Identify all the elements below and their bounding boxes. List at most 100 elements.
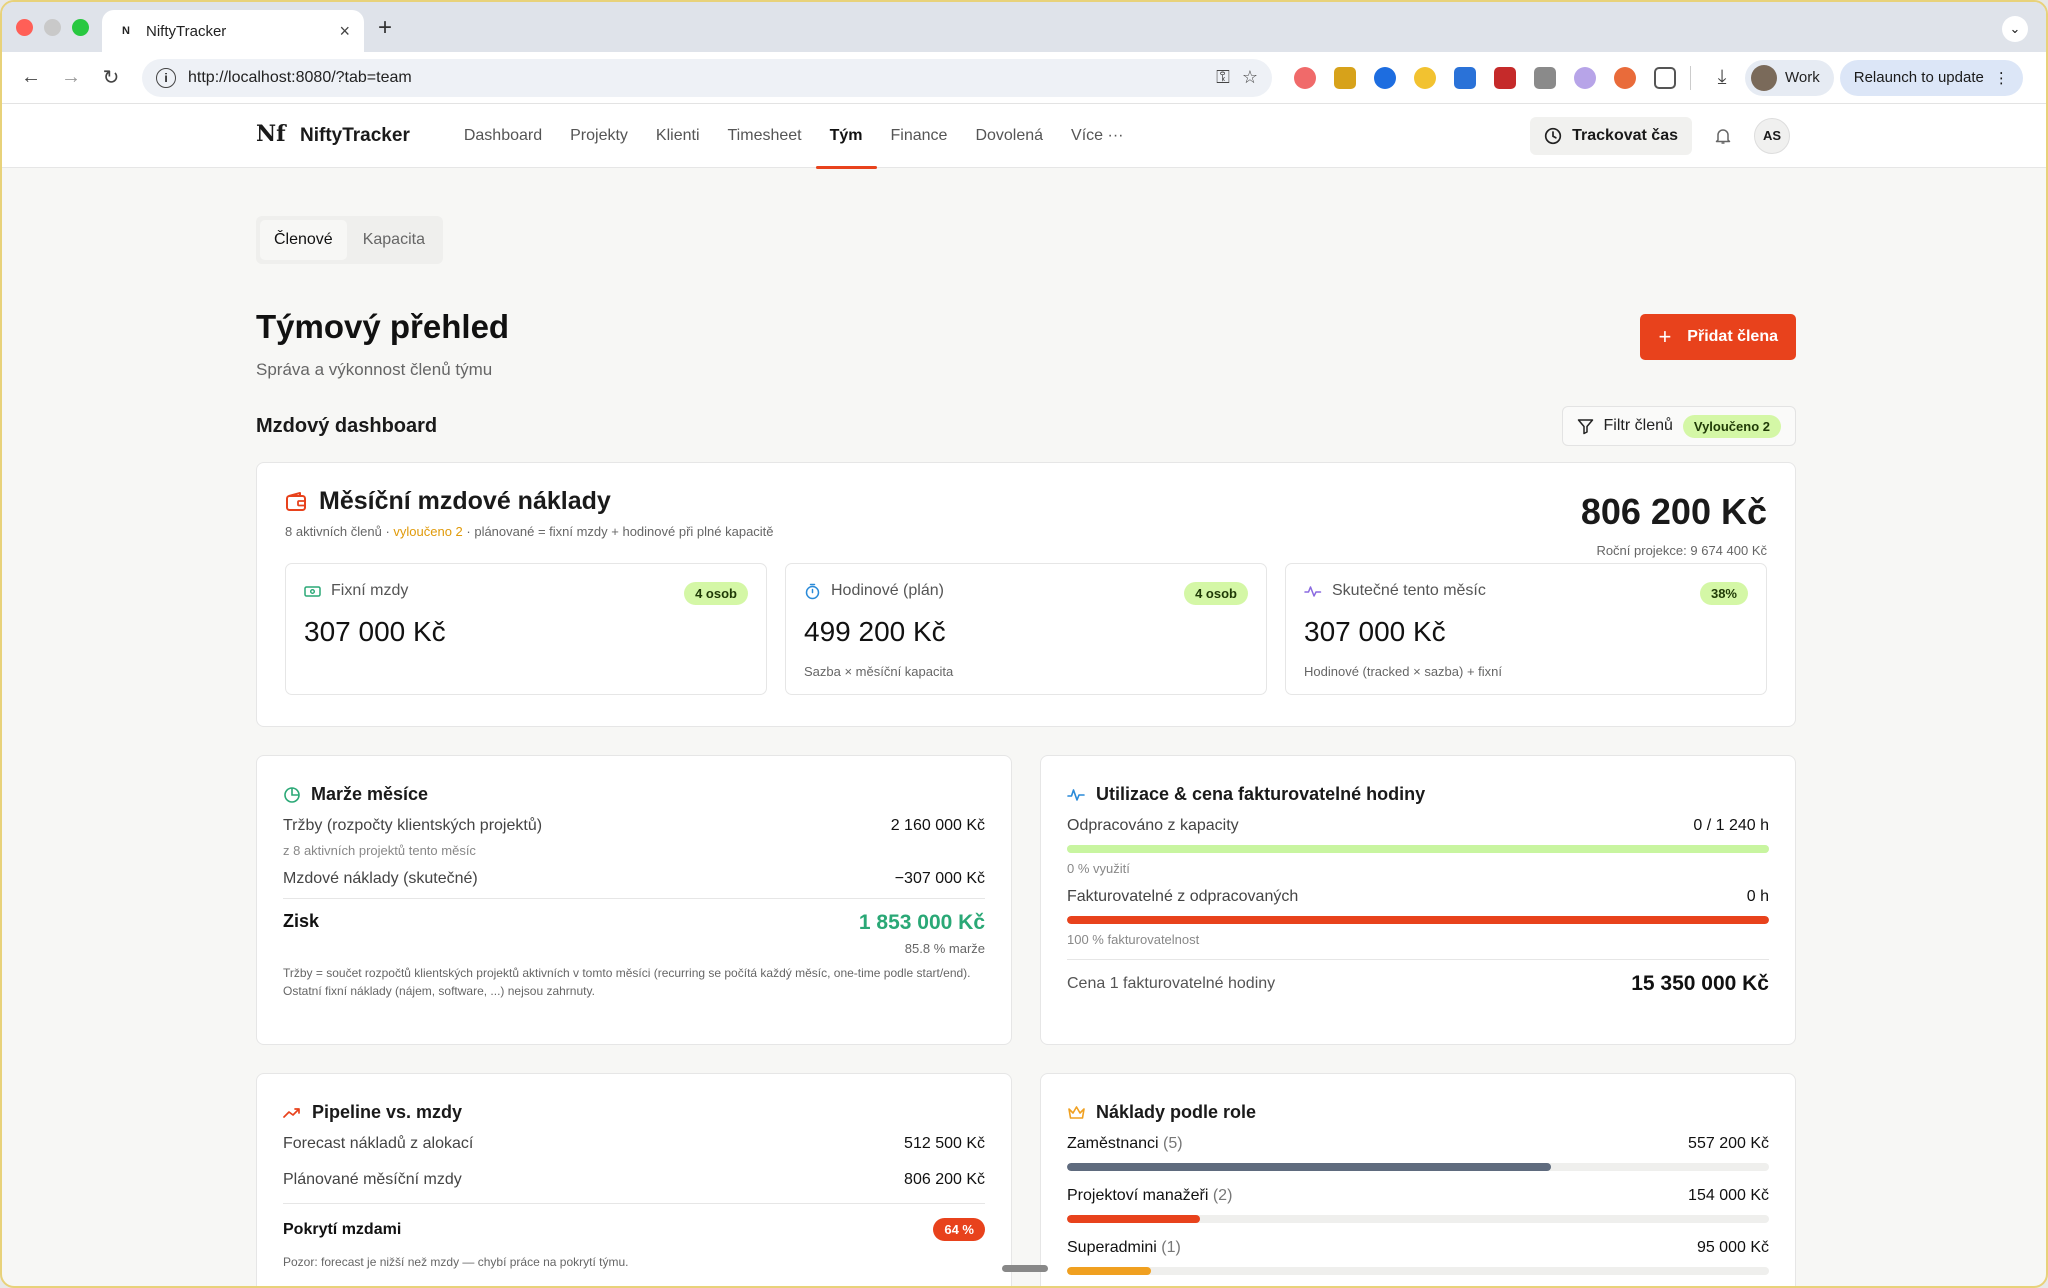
bell-icon[interactable] xyxy=(1714,127,1732,145)
tab-strip: N NiftyTracker × + ⌄ xyxy=(2,2,2046,52)
address-bar[interactable]: i http://localhost:8080/?tab=team ⚿ ☆ xyxy=(142,58,1272,97)
stat-note: Hodinové (tracked × sazba) + fixní xyxy=(1304,664,1502,679)
track-time-button[interactable]: Trackovat čas xyxy=(1530,116,1692,155)
nav-klienti[interactable]: Klienti xyxy=(655,126,700,144)
kebab-menu-icon[interactable]: ⋮ xyxy=(1993,69,2009,87)
stat-badge: 4 osob xyxy=(1184,582,1248,605)
excluded-badge: Vyloučeno 2 xyxy=(1682,414,1781,438)
url-text[interactable]: http://localhost:8080/?tab=team xyxy=(188,68,412,86)
utilization-panel: Utilizace & cena fakturovatelné hodiny O… xyxy=(1040,755,1796,1045)
dashboard-header: Mzdový dashboard Filtr členů Vyloučeno 2 xyxy=(256,406,1796,446)
app-logo[interactable]: Nf NiftyTracker xyxy=(256,121,410,151)
tab-clenove[interactable]: Členové xyxy=(260,220,347,260)
nav-dovolena[interactable]: Dovolená xyxy=(975,126,1044,144)
download-icon[interactable]: ⤓ xyxy=(1717,66,1727,88)
grey-extension-icon[interactable] xyxy=(1534,66,1556,89)
annual-projection: Roční projekce: 9 674 400 Kč xyxy=(1596,543,1767,558)
main-nav: Dashboard Projekty Klienti Timesheet Tým… xyxy=(450,104,1138,169)
close-window-button[interactable] xyxy=(16,19,33,36)
site-info-icon[interactable]: i xyxy=(156,67,176,88)
face-extension-icon[interactable] xyxy=(1414,66,1436,89)
back-arrow-icon[interactable]: ← xyxy=(21,66,41,88)
roles-list: Zaměstnanci (5) 557 200 Kč Projektoví ma… xyxy=(1067,1135,1769,1275)
forward-arrow-icon[interactable]: → xyxy=(61,66,81,88)
stat-value: 307 000 Kč xyxy=(1304,616,1446,647)
password-key-icon[interactable]: ⚿ xyxy=(1216,67,1230,87)
tab-search-chevron-icon[interactable]: ⌄ xyxy=(2002,16,2028,42)
clock-icon xyxy=(1544,127,1562,145)
app-name: NiftyTracker xyxy=(300,124,410,146)
track-time-label: Trackovat čas xyxy=(1572,126,1678,144)
asana-extension-icon[interactable] xyxy=(1294,66,1316,89)
excluded-link[interactable]: vyloučeno 2 xyxy=(393,524,463,539)
scroll-indicator[interactable] xyxy=(1002,1265,1048,1272)
reload-icon[interactable]: ↻ xyxy=(102,67,120,89)
coverage-label: Pokrytí mzdami xyxy=(283,1220,402,1238)
sparkle-extension-icon[interactable] xyxy=(1614,66,1636,89)
new-tab-icon[interactable]: + xyxy=(378,14,393,41)
panels-row-1: Marže měsíce Tržby (rozpočty klientských… xyxy=(256,755,1796,1045)
margin-heading: Marže měsíce xyxy=(283,784,985,805)
stopwatch-icon xyxy=(804,583,821,600)
profile-label: Work xyxy=(1785,69,1820,86)
member-filter-button[interactable]: Filtr členů Vyloučeno 2 xyxy=(1561,406,1796,446)
page-subtitle: Správa a výkonnost členů týmu xyxy=(256,360,493,379)
revenue-row: Tržby (rozpočty klientských projektů) 2 … xyxy=(283,817,985,835)
activity-pulse-icon xyxy=(1067,786,1086,804)
role-value: 154 000 Kč xyxy=(1688,1187,1769,1204)
role-bar-fill xyxy=(1067,1163,1552,1171)
dashboard-title: Mzdový dashboard xyxy=(256,414,438,437)
add-member-button[interactable]: + Přidat člena xyxy=(1640,314,1796,360)
worked-row: Odpracováno z kapacity 0 / 1 240 h xyxy=(1067,817,1769,835)
puzzle-extensions-icon[interactable] xyxy=(1654,66,1676,89)
profit-value: 1 853 000 Kč xyxy=(858,911,985,934)
red-extension-icon[interactable] xyxy=(1494,66,1516,89)
monthly-cost-title: Měsíční mzdové náklady xyxy=(319,487,611,515)
stat-hourly-plan: Hodinové (plán) 4 osob 499 200 Kč Sazba … xyxy=(785,563,1267,695)
stat-label: Fixní mzdy xyxy=(331,582,409,599)
yellow-extension-icon[interactable] xyxy=(1334,66,1356,89)
nifty-logo-icon: Nf xyxy=(256,120,286,147)
role-name: Zaměstnanci xyxy=(1067,1135,1159,1152)
plus-icon: + xyxy=(1658,324,1672,349)
main-content: Členové Kapacita Týmový přehled Správa a… xyxy=(256,216,1796,1286)
active-members-text: 8 aktivních členů · xyxy=(285,524,394,539)
nav-dashboard[interactable]: Dashboard xyxy=(463,126,543,144)
profile-button[interactable]: Work xyxy=(1745,59,1834,96)
minimize-window-button[interactable] xyxy=(44,19,61,36)
roles-title: Náklady podle role xyxy=(1096,1102,1257,1122)
forecast-value: 512 500 Kč xyxy=(904,1135,985,1152)
extensions-bar xyxy=(1294,66,1676,89)
relaunch-button[interactable]: Relaunch to update ⋮ xyxy=(1839,59,2023,96)
bookmark-star-icon[interactable]: ☆ xyxy=(1241,67,1258,87)
tab-title: NiftyTracker xyxy=(146,22,227,40)
browser-tab[interactable]: N NiftyTracker × xyxy=(102,10,364,52)
margin-footnote: Tržby = součet rozpočtů klientských proj… xyxy=(283,966,971,998)
profit-row: Zisk 1 853 000 Kč 85.8 % marže xyxy=(283,911,985,956)
billable-row: Fakturovatelné z odpracovaných 0 h xyxy=(1067,888,1769,906)
window-controls xyxy=(16,19,89,36)
billable-progress-bar xyxy=(1067,916,1769,924)
tag-extension-icon[interactable] xyxy=(1454,66,1476,89)
nav-vice[interactable]: Více ··· xyxy=(1071,126,1124,144)
billable-progress-fill xyxy=(1067,916,1769,924)
wallet-icon xyxy=(285,491,307,513)
close-tab-icon[interactable]: × xyxy=(339,20,350,41)
user-avatar[interactable]: AS xyxy=(1754,117,1790,154)
nav-timesheet[interactable]: Timesheet xyxy=(727,126,802,144)
sub-tabs: Členové Kapacita xyxy=(256,216,443,264)
maximize-window-button[interactable] xyxy=(72,19,89,36)
role-count: (2) xyxy=(1212,1187,1233,1204)
nav-tym[interactable]: Tým xyxy=(815,104,877,169)
pipeline-heading: Pipeline vs. mzdy xyxy=(283,1102,985,1123)
tab-kapacita[interactable]: Kapacita xyxy=(362,231,425,248)
nav-projekty[interactable]: Projekty xyxy=(570,126,628,144)
filter-funnel-icon xyxy=(1577,418,1594,435)
radio-extension-icon[interactable] xyxy=(1574,66,1596,89)
revenue-note: z 8 aktivních projektů tento měsíc xyxy=(283,843,476,858)
nav-finance[interactable]: Finance xyxy=(890,126,948,144)
monthly-cost-heading: Měsíční mzdové náklady xyxy=(285,487,1767,516)
role-row: Zaměstnanci (5) 557 200 Kč xyxy=(1067,1135,1769,1171)
eye-extension-icon[interactable] xyxy=(1374,66,1396,89)
forecast-row: Forecast nákladů z alokací 512 500 Kč xyxy=(283,1135,985,1153)
